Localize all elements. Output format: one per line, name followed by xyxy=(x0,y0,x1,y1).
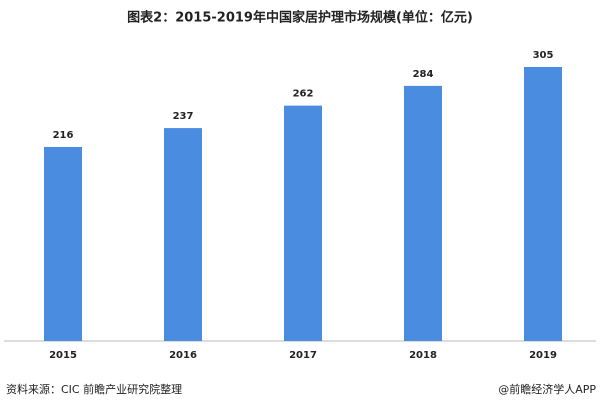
value-label: 237 xyxy=(173,111,194,122)
value-label: 262 xyxy=(293,89,314,100)
bar xyxy=(404,85,442,341)
x-tick-label: 2019 xyxy=(529,350,557,361)
x-tick-label: 2018 xyxy=(409,350,437,361)
value-label: 216 xyxy=(53,130,74,141)
value-label: 305 xyxy=(533,50,554,61)
bar xyxy=(284,105,322,341)
source: 资料来源：CIC 前瞻产业研究院整理 xyxy=(6,382,182,396)
x-tick-label: 2016 xyxy=(169,350,197,361)
chart-title: 图表2：2015-2019年中国家居护理市场规模(单位：亿元) xyxy=(127,10,473,26)
value-label: 284 xyxy=(413,69,434,80)
x-tick-label: 2015 xyxy=(49,350,77,361)
bar xyxy=(44,146,82,341)
x-tick-label: 2017 xyxy=(289,350,317,361)
bar xyxy=(524,67,562,341)
bar xyxy=(164,128,202,341)
credit: @前瞻经济学人APP xyxy=(498,382,596,396)
